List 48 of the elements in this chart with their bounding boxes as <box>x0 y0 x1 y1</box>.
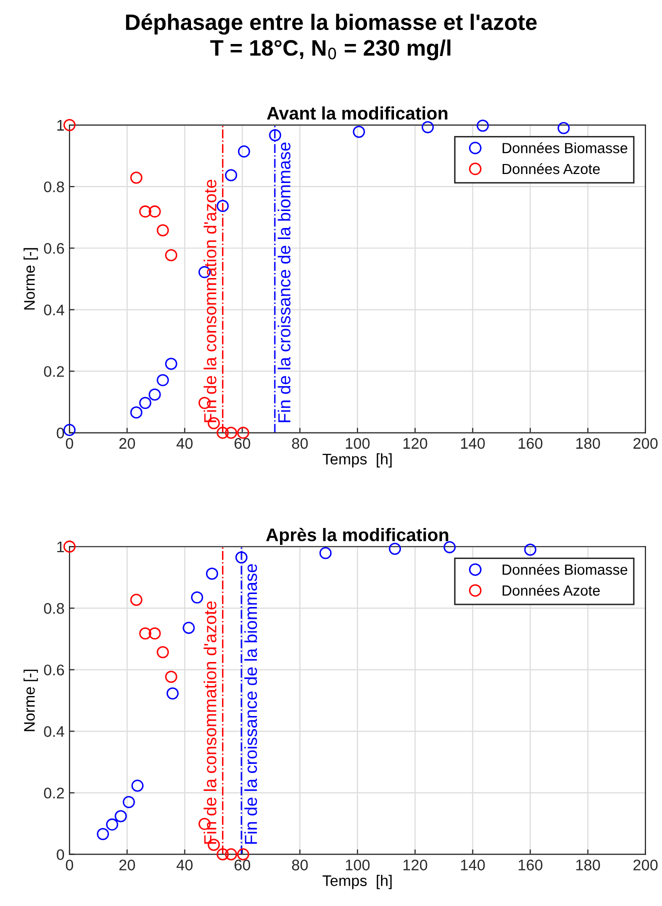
text: Déphasage entre la biomasse et l'azote <box>126 14 537 35</box>
x-tick-label: 180 <box>576 438 600 449</box>
x-tick-label: 140 <box>461 860 485 870</box>
y-tick-label: 0.6 <box>44 664 64 676</box>
y-tick-label: 0 <box>56 849 64 860</box>
y-tick-label: 0.8 <box>44 603 64 614</box>
x-tick-label: 80 <box>292 860 308 870</box>
x-tick-label: 0 <box>66 860 74 870</box>
y-tick-label: 0.4 <box>44 304 64 316</box>
x-tick-label: 60 <box>234 438 250 449</box>
chart-title: Après la modification <box>266 528 448 545</box>
y-tick-label: 0.2 <box>44 366 64 377</box>
x-tick-label: 180 <box>576 860 600 870</box>
y-tick-label: 0 <box>56 428 64 438</box>
x-axis-title: Temps [h] <box>322 453 392 468</box>
x-tick-label: 100 <box>346 860 370 870</box>
chart-title: Avant la modification <box>266 106 448 120</box>
x-tick-label: 120 <box>403 860 428 870</box>
x-tick-label: 20 <box>119 860 136 870</box>
x-tick-label: 120 <box>403 438 428 449</box>
y-tick-label: 0.2 <box>44 788 64 798</box>
x-tick-label: 0 <box>66 438 74 449</box>
y-tick-label: 0.4 <box>44 726 64 737</box>
x-tick-label: 80 <box>292 438 308 449</box>
x-tick-label: 20 <box>119 438 136 449</box>
x-tick-label: 40 <box>176 860 193 870</box>
legend-label: Données Azote <box>502 163 600 174</box>
x-tick-label: 200 <box>633 860 658 870</box>
y-tick-label: 1 <box>57 542 64 552</box>
x-tick-label: 200 <box>633 438 658 449</box>
x-tick-label: 100 <box>346 438 370 449</box>
text: T = 18°C, N$_{0}$ = 230 mg/l <box>210 39 450 60</box>
ref-line-label: Fin de la croissance de la biommase <box>278 142 290 422</box>
x-tick-label: 160 <box>518 860 542 870</box>
legend-label: Données Azote <box>502 584 600 596</box>
y-axis-title: Norme [-] <box>24 670 38 732</box>
x-tick-label: 40 <box>176 438 193 449</box>
x-tick-label: 60 <box>234 860 250 870</box>
y-tick-label: 0.8 <box>44 181 64 192</box>
x-tick-label: 140 <box>461 438 485 449</box>
y-tick-label: 0.6 <box>44 242 64 254</box>
legend-label: Données Biomasse <box>502 564 628 575</box>
x-axis-title: Temps [h] <box>322 874 392 890</box>
y-tick-label: 1 <box>57 120 64 131</box>
ref-line-label: Fin de la croissance de la biommase <box>244 564 258 844</box>
legend-label: Données Biomasse <box>502 142 628 154</box>
x-tick-label: 160 <box>518 438 542 449</box>
y-axis-title: Norme [-] <box>24 248 38 310</box>
